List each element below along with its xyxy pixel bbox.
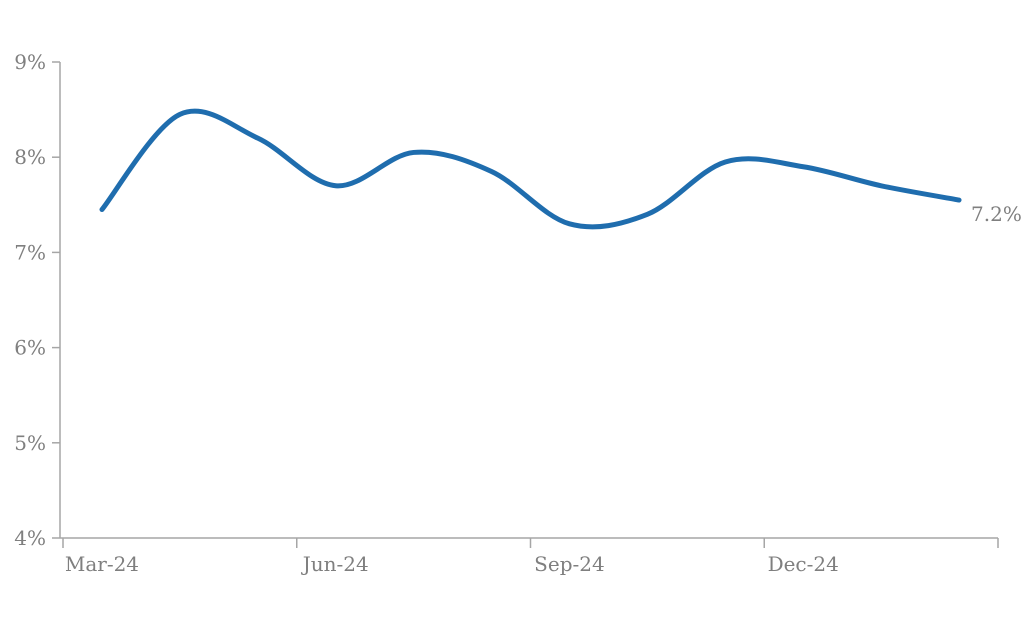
y-axis-tick-label: 7%: [14, 240, 46, 264]
x-axis-tick-label: Jun-24: [301, 552, 369, 576]
y-axis-tick-label: 5%: [14, 431, 46, 455]
x-axis-tick-label: Dec-24: [768, 552, 839, 576]
x-axis-tick-label: Mar-24: [65, 552, 139, 576]
y-axis-tick-label: 4%: [14, 526, 46, 550]
x-axis-tick-label: Sep-24: [534, 552, 605, 576]
y-axis-tick-label: 8%: [14, 145, 46, 169]
y-axis-tick-label: 9%: [14, 50, 46, 74]
trend-line: [99, 108, 962, 230]
end-value-label: 7.2%: [971, 202, 1022, 226]
y-axis-tick-label: 6%: [14, 336, 46, 360]
